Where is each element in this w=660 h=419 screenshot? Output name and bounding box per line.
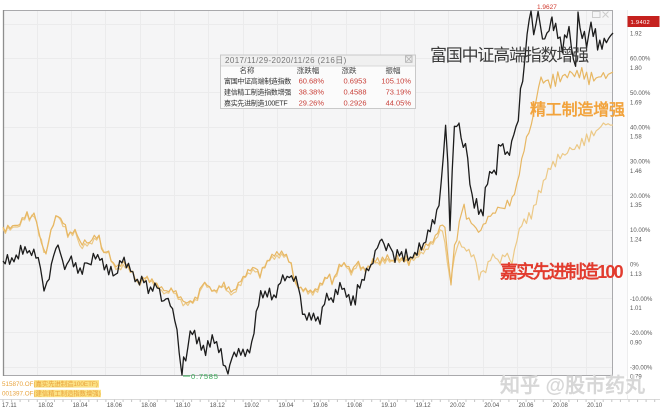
svg-text:19.10: 19.10 bbox=[381, 403, 397, 409]
svg-text:1.58: 1.58 bbox=[630, 135, 642, 141]
svg-text:嘉实先进制造100ETF: 嘉实先进制造100ETF bbox=[224, 98, 287, 107]
svg-text:振幅: 振幅 bbox=[386, 65, 401, 75]
svg-text:19.08: 19.08 bbox=[347, 403, 363, 409]
svg-text:10.00%: 10.00% bbox=[630, 228, 651, 234]
svg-text:30.00%: 30.00% bbox=[630, 160, 651, 166]
svg-text:0%: 0% bbox=[630, 263, 639, 269]
svg-text:1.24: 1.24 bbox=[630, 238, 642, 244]
svg-text:20.00%: 20.00% bbox=[630, 194, 651, 200]
svg-text:1.9402: 1.9402 bbox=[631, 20, 651, 26]
svg-text:知乎 @股市药丸: 知乎 @股市药丸 bbox=[500, 373, 646, 397]
svg-text:18.02: 18.02 bbox=[38, 403, 54, 409]
svg-text:1.13: 1.13 bbox=[630, 272, 642, 278]
svg-text:73.19%: 73.19% bbox=[386, 87, 412, 96]
svg-text:2017/11/29-2020/11/26 (216日): 2017/11/29-2020/11/26 (216日) bbox=[225, 56, 347, 65]
svg-text:知乎 @股市药丸: 知乎 @股市药丸 bbox=[502, 375, 648, 399]
svg-text:-20.00%: -20.00% bbox=[630, 331, 653, 337]
svg-text:0.7585: 0.7585 bbox=[191, 372, 219, 381]
svg-text:515870.OF(嘉实先进制造100ETF): 515870.OF(嘉实先进制造100ETF) bbox=[2, 379, 98, 388]
svg-text:1.9627: 1.9627 bbox=[537, 4, 557, 11]
svg-text:19.02: 19.02 bbox=[244, 403, 260, 409]
svg-text:富国中证高端制造指数: 富国中证高端制造指数 bbox=[224, 77, 291, 86]
svg-text:18.08: 18.08 bbox=[141, 403, 157, 409]
svg-text:0.4588: 0.4588 bbox=[344, 87, 367, 96]
svg-text:19.04: 19.04 bbox=[278, 403, 294, 409]
svg-text:1.80: 1.80 bbox=[630, 66, 642, 72]
svg-text:44.05%: 44.05% bbox=[386, 98, 412, 107]
svg-text:19.12: 19.12 bbox=[416, 403, 432, 409]
svg-text:19.06: 19.06 bbox=[313, 403, 329, 409]
svg-text:001397.OF(建信精工制造指数增强): 001397.OF(建信精工制造指数增强) bbox=[2, 389, 101, 398]
svg-text:20.10: 20.10 bbox=[587, 403, 603, 409]
svg-text:105.10%: 105.10% bbox=[381, 77, 411, 86]
svg-text:1.46: 1.46 bbox=[630, 169, 642, 175]
svg-text:1.69: 1.69 bbox=[630, 100, 642, 106]
svg-text:精工制造增强: 精工制造增强 bbox=[530, 100, 625, 119]
svg-text:0.79: 0.79 bbox=[630, 375, 642, 381]
svg-text:40.00%: 40.00% bbox=[630, 125, 651, 131]
svg-text:涨跌幅: 涨跌幅 bbox=[297, 65, 320, 75]
svg-text:18.10: 18.10 bbox=[175, 403, 191, 409]
svg-text:涨跌: 涨跌 bbox=[342, 65, 357, 75]
svg-text:29.26%: 29.26% bbox=[299, 98, 325, 107]
svg-text:20.04: 20.04 bbox=[484, 403, 500, 409]
svg-text:38.38%: 38.38% bbox=[299, 87, 325, 96]
svg-text:60.00%: 60.00% bbox=[630, 57, 651, 63]
svg-text:20.02: 20.02 bbox=[450, 403, 466, 409]
svg-text:嘉实先进制造100: 嘉实先进制造100 bbox=[499, 261, 624, 282]
svg-text:-10.00%: -10.00% bbox=[630, 297, 653, 303]
svg-text:18.04: 18.04 bbox=[73, 403, 89, 409]
svg-text:18.12: 18.12 bbox=[210, 403, 226, 409]
svg-text:20.06: 20.06 bbox=[518, 403, 534, 409]
svg-text:1.35: 1.35 bbox=[630, 203, 642, 209]
svg-text:17.11: 17.11 bbox=[2, 403, 17, 409]
svg-text:1.01: 1.01 bbox=[630, 306, 642, 312]
svg-text:富国中证高端指数增强: 富国中证高端指数增强 bbox=[430, 46, 589, 65]
svg-text:50.00%: 50.00% bbox=[630, 91, 651, 97]
svg-text:20.08: 20.08 bbox=[553, 403, 569, 409]
svg-text:0.2926: 0.2926 bbox=[344, 98, 367, 107]
svg-text:0.90: 0.90 bbox=[630, 340, 642, 346]
svg-text:0.6953: 0.6953 bbox=[344, 77, 367, 86]
svg-text:18.06: 18.06 bbox=[107, 403, 123, 409]
svg-text:60.68%: 60.68% bbox=[299, 77, 325, 86]
svg-text:名称: 名称 bbox=[240, 65, 255, 75]
svg-text:-30.00%: -30.00% bbox=[630, 365, 653, 371]
svg-text:建信精工制造指数增强: 建信精工制造指数增强 bbox=[224, 87, 291, 96]
svg-text:1.92: 1.92 bbox=[630, 32, 642, 38]
